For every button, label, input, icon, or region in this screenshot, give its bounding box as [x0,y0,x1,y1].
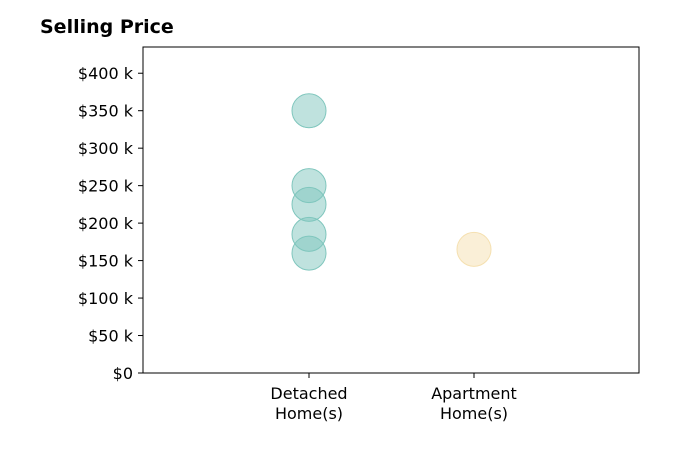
data-point [456,231,492,267]
data-point [291,168,327,204]
y-tick-label: $300 k [78,139,134,158]
data-point [291,93,327,129]
data-point [291,216,327,252]
y-tick-label: $400 k [78,64,134,83]
y-axis: $0 $50 k $100 k $150 k $200 k $250 k $300 k $35… [78,64,143,383]
y-tick-label: $250 k [78,177,134,196]
y-tick-label: $100 k [78,289,134,308]
y-tick-label: $150 k [78,252,134,271]
y-tick-label: $0 [113,364,133,383]
markers-layer [291,93,492,271]
chart-title: Selling Price [40,16,174,38]
x-axis: Detached Home(s) Apartment Home(s) [270,373,517,423]
y-tick-label: $50 k [88,327,134,346]
x-tick-label: Apartment Home(s) [431,384,517,423]
x-tick-label: Detached Home(s) [270,384,347,423]
plot-frame [142,46,640,374]
y-tick-label: $200 k [78,214,134,233]
y-tick-label: $350 k [78,102,134,121]
